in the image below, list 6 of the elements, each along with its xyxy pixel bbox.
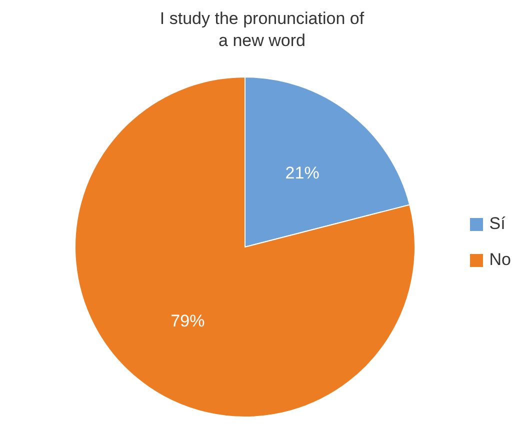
data-label: 79% [170, 311, 205, 330]
pie-slice [74, 76, 416, 418]
chart-title: I study the pronunciation of a new word [158, 8, 366, 52]
data-label: 21% [285, 164, 320, 183]
legend-label: No [489, 250, 511, 270]
legend-label: Sí [489, 214, 506, 234]
